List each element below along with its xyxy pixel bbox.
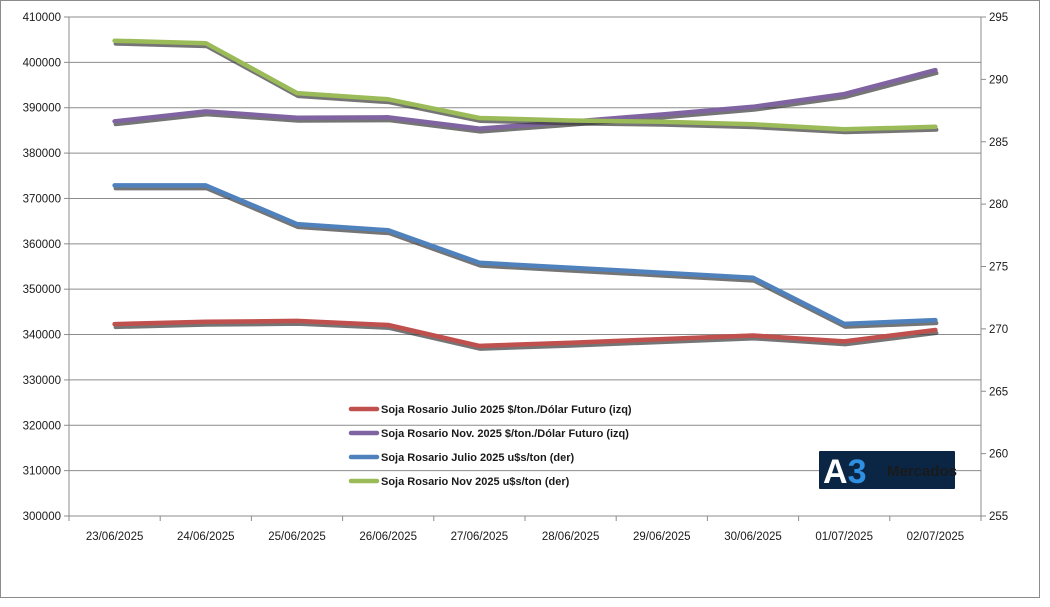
series-line <box>112 38 938 132</box>
x-tick-label: 28/06/2025 <box>542 531 600 543</box>
legend-label: Soja Rosario Julio 2025 $/ton./Dólar Fut… <box>381 404 632 416</box>
y-left-tick-label: 310000 <box>23 466 61 478</box>
a3-mercados-logo: A3 Mercados <box>819 451 957 491</box>
y-left-tick-label: 360000 <box>23 239 61 251</box>
series-line-shadow <box>113 71 939 134</box>
y-right-tick-label: 275 <box>989 262 1008 274</box>
series-line <box>112 318 938 349</box>
y-right-tick-label: 290 <box>989 74 1008 86</box>
logo-mark: A3 <box>823 453 866 491</box>
y-axis-left: 300000 310000 320000 330000 340000 350000 3600… <box>23 12 70 523</box>
x-tick-label: 29/06/2025 <box>633 531 691 543</box>
logo-mark-char: 3 <box>848 453 867 491</box>
y-right-tick-label: 265 <box>989 386 1008 398</box>
legend-label: Soja Rosario Julio 2025 u$s/ton (der) <box>381 452 574 464</box>
x-axis: 23/06/2025 24/06/2025 25/06/2025 26/06/2025… <box>68 515 982 543</box>
series-line <box>112 183 938 327</box>
y-left-tick-label: 350000 <box>23 284 61 296</box>
y-right-tick-label: 260 <box>989 449 1008 461</box>
y-right-tick-label: 255 <box>989 511 1008 523</box>
logo-wordmark: Mercados <box>887 463 957 480</box>
gridlines <box>69 16 981 517</box>
line-chart: 300000 310000 320000 330000 340000 350000 3600… <box>23 12 1009 543</box>
y-right-tick-label: 280 <box>989 199 1008 211</box>
y-left-tick-label: 300000 <box>23 511 61 523</box>
x-tick-label: 27/06/2025 <box>451 531 509 543</box>
x-tick-label: 25/06/2025 <box>268 531 326 543</box>
x-tick-label: 02/07/2025 <box>907 531 965 543</box>
legend-label: Soja Rosario Nov 2025 u$s/ton (der) <box>381 476 570 488</box>
logo-mark-char: A <box>823 453 848 491</box>
y-left-tick-label: 400000 <box>23 57 61 69</box>
logo-background <box>819 451 955 489</box>
x-tick-label: 24/06/2025 <box>177 531 235 543</box>
series-line-shadow <box>113 321 939 351</box>
chart-frame: 300000 310000 320000 330000 340000 350000 3600… <box>0 0 1040 598</box>
series-line <box>112 67 938 131</box>
x-tick-label: 26/06/2025 <box>359 531 417 543</box>
x-tick-label: 23/06/2025 <box>86 531 144 543</box>
y-left-tick-label: 340000 <box>23 330 61 342</box>
y-right-tick-label: 270 <box>989 324 1008 336</box>
legend: Soja Rosario Julio 2025 $/ton./Dólar Fut… <box>348 404 632 488</box>
y-left-tick-label: 390000 <box>23 103 61 115</box>
x-tick-label: 30/06/2025 <box>724 531 782 543</box>
y-axis-right: 255 260 265 270 275 280 285 290 295 <box>980 12 1008 523</box>
y-left-tick-label: 320000 <box>23 420 61 432</box>
y-left-tick-label: 370000 <box>23 193 61 205</box>
y-left-tick-label: 330000 <box>23 375 61 387</box>
y-right-tick-label: 295 <box>989 12 1008 24</box>
y-left-tick-label: 380000 <box>23 148 61 160</box>
y-left-tick-label: 410000 <box>23 12 61 24</box>
y-right-tick-label: 285 <box>989 137 1008 149</box>
series-layer <box>112 38 939 351</box>
x-tick-label: 01/07/2025 <box>815 531 873 543</box>
legend-label: Soja Rosario Nov. 2025 $/ton./Dólar Futu… <box>381 428 629 440</box>
